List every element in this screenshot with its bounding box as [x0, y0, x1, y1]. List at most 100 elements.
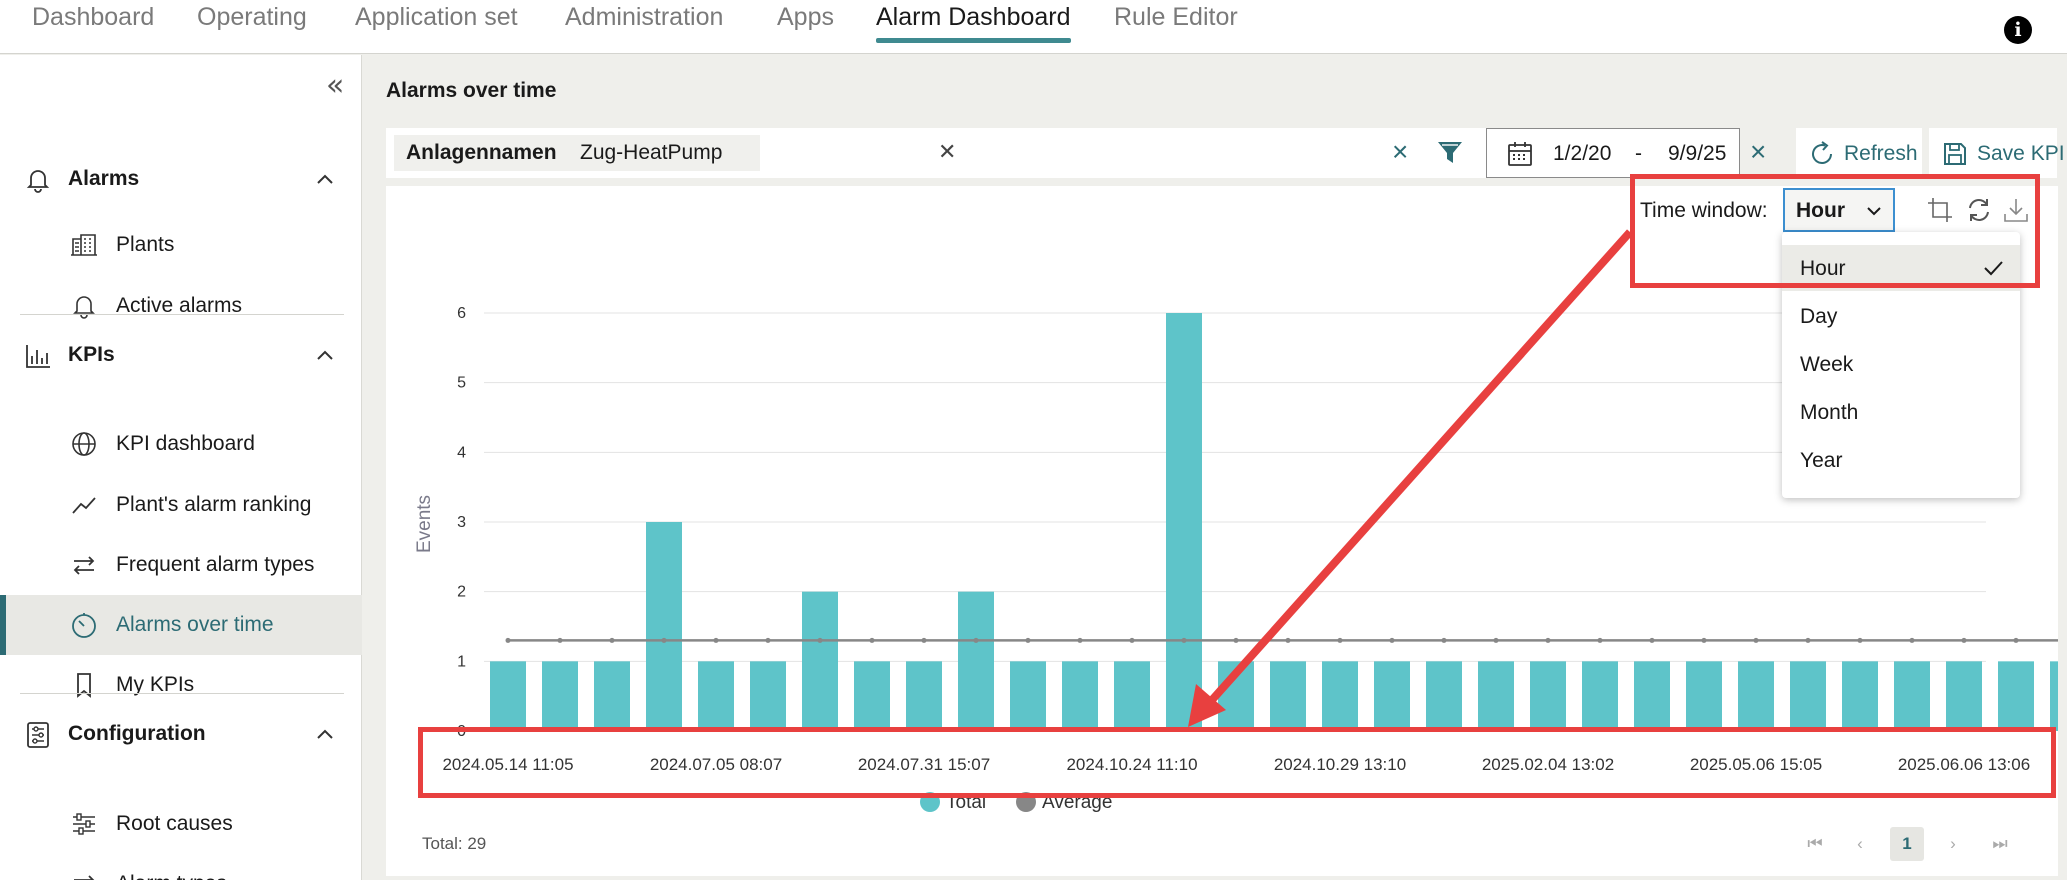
- trend-icon: [72, 497, 96, 514]
- bar: [1270, 661, 1306, 731]
- bar: [1634, 661, 1670, 731]
- average-point: [1649, 637, 1655, 643]
- bar: [1842, 661, 1878, 731]
- remove-filter-icon[interactable]: ✕: [938, 139, 957, 164]
- date-from[interactable]: 1/2/20: [1553, 142, 1612, 165]
- bar: [750, 661, 786, 731]
- divider: [20, 314, 344, 315]
- next-page-icon[interactable]: ›: [1950, 834, 1956, 853]
- sidebar-item-label: Frequent alarm types: [116, 553, 315, 576]
- crop-icon[interactable]: [1926, 196, 1954, 224]
- tab-apps[interactable]: Apps: [777, 3, 834, 31]
- x-tick-label: 2024.07.31 15:07: [858, 755, 990, 774]
- y-tick-label: 2: [457, 584, 466, 601]
- info-icon[interactable]: i: [2004, 16, 2032, 44]
- bar: [1530, 661, 1566, 731]
- sidebar-item-label: My KPIs: [116, 673, 195, 696]
- clear-date-icon[interactable]: ×: [1750, 136, 1767, 167]
- save-kpi-button[interactable]: Save KPI: [1929, 128, 2065, 178]
- sidebar-item-kpi-dashboard[interactable]: KPI dashboard: [0, 414, 362, 474]
- sidebar-item-my-kpis[interactable]: My KPIs: [0, 655, 362, 715]
- bar: [2050, 661, 2058, 731]
- sidebar-item-plants-alarm-ranking[interactable]: Plant's alarm ranking: [0, 475, 362, 535]
- option-week[interactable]: Week: [1782, 341, 2020, 387]
- bar: [1218, 661, 1254, 731]
- tab-dashboard[interactable]: Dashboard: [32, 3, 155, 31]
- first-page-icon[interactable]: ⏮: [1807, 834, 1823, 853]
- tab-administration[interactable]: Administration: [565, 3, 724, 31]
- time-window-dropdown: Hour Day Week Month Year: [1782, 232, 2020, 498]
- sidebar-section-alarms[interactable]: Alarms: [0, 154, 362, 204]
- average-point: [1337, 637, 1343, 643]
- bar: [1010, 661, 1046, 731]
- average-point: [1233, 637, 1239, 643]
- tab-alarm-dashboard[interactable]: Alarm Dashboard: [876, 0, 1071, 54]
- average-point: [505, 637, 511, 643]
- clear-filters-icon[interactable]: ×: [1392, 136, 1409, 167]
- average-point: [2013, 637, 2019, 643]
- option-label: Week: [1800, 353, 1854, 376]
- option-month[interactable]: Month: [1782, 389, 2020, 435]
- tab-rule-editor[interactable]: Rule Editor: [1114, 3, 1238, 31]
- legend-label: Total: [946, 792, 986, 813]
- average-point: [1909, 637, 1915, 643]
- option-year[interactable]: Year: [1782, 437, 2020, 483]
- bar: [1166, 313, 1202, 731]
- sidebar-item-frequent-alarm-types[interactable]: Frequent alarm types: [0, 535, 362, 595]
- filter-bar: Anlagennamen Zug-HeatPump ✕ ×: [386, 128, 1514, 178]
- y-axis-label: Events: [414, 495, 435, 553]
- refresh-button[interactable]: Refresh: [1796, 128, 1922, 178]
- download-icon[interactable]: [2002, 196, 2030, 224]
- option-day[interactable]: Day: [1782, 293, 2020, 339]
- bar: [1374, 661, 1410, 731]
- sidebar-item-plants[interactable]: Plants: [0, 215, 362, 275]
- x-tick-label: 2024.10.29 13:10: [1274, 755, 1406, 774]
- config-icon: [27, 722, 49, 748]
- last-page-icon[interactable]: ⏭: [1992, 834, 2008, 853]
- time-window-select[interactable]: Hour: [1783, 188, 1895, 232]
- sidebar-section-configuration[interactable]: Configuration: [0, 709, 362, 759]
- average-point: [1753, 637, 1759, 643]
- filter-value-label: Zug-HeatPump: [580, 141, 723, 164]
- calendar-icon: [1508, 142, 1532, 166]
- average-point: [661, 637, 667, 643]
- sidebar-item-active-alarms[interactable]: Active alarms: [0, 276, 362, 336]
- x-tick-label: 2024.05.14 11:05: [442, 755, 573, 774]
- swap-icon: [74, 875, 95, 880]
- date-to[interactable]: 9/9/25: [1668, 142, 1727, 165]
- filter-icon[interactable]: [1436, 139, 1464, 167]
- option-hour[interactable]: Hour: [1782, 245, 2020, 291]
- page-title: Alarms over time: [386, 79, 557, 102]
- reset-icon[interactable]: [1965, 196, 1993, 224]
- sidebar-item-label: Active alarms: [116, 294, 243, 317]
- sidebar-item-alarms-over-time[interactable]: Alarms over time: [0, 595, 362, 655]
- tab-operating[interactable]: Operating: [197, 3, 307, 31]
- save-kpi-label: Save KPI: [1977, 142, 2065, 165]
- refresh-label: Refresh: [1844, 142, 1918, 165]
- tab-application-set[interactable]: Application set: [355, 3, 518, 31]
- sidebar-item-alarm-types[interactable]: Alarm types: [0, 854, 362, 880]
- y-tick-label: 1: [457, 653, 466, 670]
- average-point: [869, 637, 875, 643]
- average-point: [1493, 637, 1499, 643]
- page-number[interactable]: 1: [1890, 827, 1924, 861]
- clock-icon: [72, 613, 96, 638]
- time-window-value: Hour: [1796, 199, 1845, 222]
- date-range-picker[interactable]: 1/2/20 - 9/9/25: [1486, 128, 1740, 178]
- bookmark-icon: [77, 673, 91, 698]
- sidebar-item-label: Plants: [116, 233, 175, 256]
- prev-page-icon[interactable]: ‹: [1857, 834, 1863, 853]
- filter-value-chip[interactable]: Zug-HeatPump: [568, 135, 760, 171]
- bar: [1894, 661, 1930, 731]
- sidebar-item-root-causes[interactable]: Root causes: [0, 794, 362, 854]
- chevron-up-icon: [317, 350, 333, 360]
- filter-key-chip[interactable]: Anlagennamen: [394, 135, 569, 171]
- bar: [1322, 661, 1358, 731]
- y-tick-label: 6: [457, 305, 466, 322]
- average-point: [1701, 637, 1707, 643]
- sidebar-section-kpis[interactable]: KPIs: [0, 330, 362, 380]
- bar-chart-icon: [26, 345, 50, 368]
- top-navigation: Dashboard Operating Application set Admi…: [0, 0, 2067, 54]
- section-label: Alarms: [68, 167, 140, 190]
- collapse-sidebar-icon[interactable]: «: [326, 68, 345, 103]
